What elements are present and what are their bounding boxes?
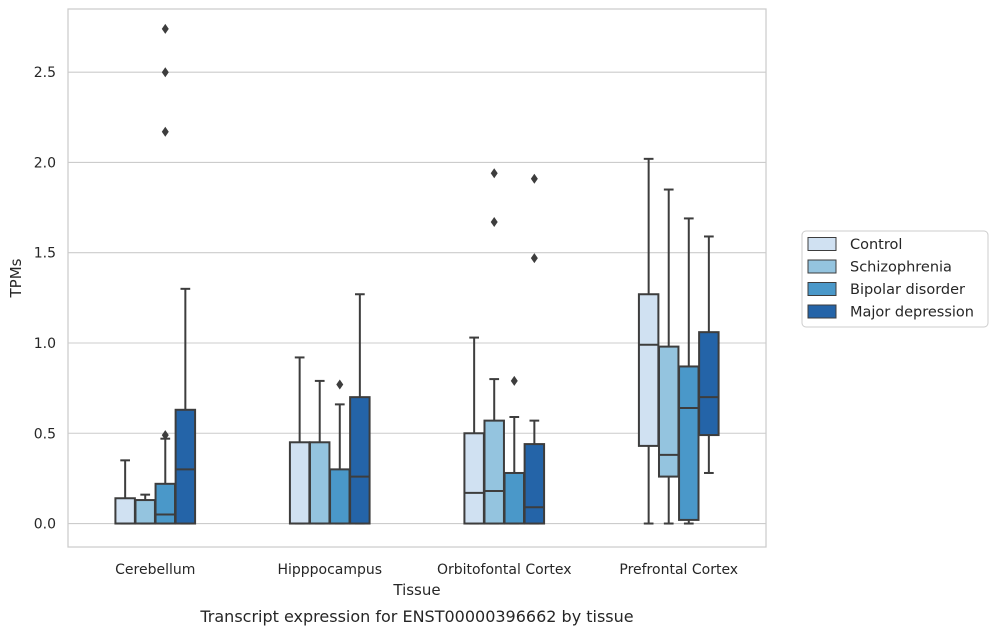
legend-label: Schizophrenia	[850, 260, 952, 276]
box-plot-groups	[114, 23, 720, 525]
box-plot	[503, 375, 526, 525]
box-plot	[114, 459, 136, 525]
box-plot	[678, 217, 700, 525]
box-plot	[329, 379, 351, 525]
box	[288, 441, 311, 525]
box-plot	[308, 379, 331, 525]
outlier-point	[161, 126, 169, 137]
box	[503, 471, 526, 525]
legend-frame	[801, 230, 989, 328]
outlier-point	[161, 430, 169, 441]
plot-area-frame	[67, 8, 767, 548]
box-plot	[657, 188, 680, 525]
box	[483, 419, 505, 525]
box-plot	[349, 293, 371, 525]
box-plot	[483, 168, 505, 525]
legend-label: Control	[850, 237, 902, 253]
legend-label: Bipolar disorder	[850, 282, 965, 298]
box	[463, 432, 485, 525]
figure-caption: Transcript expression for ENST0000039666…	[199, 607, 633, 626]
outlier-point	[530, 253, 538, 264]
box	[114, 497, 136, 525]
y-tick-label: 1.0	[34, 336, 56, 352]
box-plot	[463, 336, 485, 525]
outlier-point	[510, 375, 518, 386]
legend-label: Major depression	[850, 305, 974, 321]
y-tick-label: 1.5	[34, 246, 56, 262]
x-axis-label: Tissue	[392, 581, 440, 599]
legend-swatch	[807, 282, 837, 296]
outlier-point	[161, 23, 169, 34]
legend-swatch	[807, 237, 837, 251]
box	[523, 443, 546, 525]
x-tick-label: Hipppocampus	[277, 562, 382, 578]
box-plot	[523, 173, 546, 525]
y-tick-labels: 0.0 0.5 1.0 1.5 2.0 2.5	[34, 65, 56, 532]
box-plot	[637, 157, 660, 525]
y-tick-label: 0.0	[34, 517, 56, 533]
box	[329, 468, 351, 525]
x-tick-label: Orbitofontal Cortex	[437, 562, 572, 578]
y-tick-label: 0.5	[34, 426, 56, 442]
x-tick-label: Prefrontal Cortex	[619, 562, 738, 578]
box	[174, 408, 197, 525]
outlier-point	[490, 217, 498, 228]
box-plot	[154, 23, 177, 525]
outlier-point	[161, 67, 169, 78]
x-tick-labels: Cerebellum Hipppocampus Orbitofontal Corte…	[115, 562, 738, 578]
outlier-point	[336, 379, 344, 390]
box-plot	[134, 493, 156, 525]
box	[154, 482, 177, 525]
box	[678, 365, 700, 521]
box-plot	[288, 356, 311, 525]
y-tick-label: 2.5	[34, 65, 56, 81]
legend: Control Schizophrenia Bipolar disorder Majo…	[801, 230, 989, 328]
box-plot	[698, 235, 720, 474]
legend-swatch	[807, 304, 837, 319]
x-tick-label: Cerebellum	[115, 562, 195, 578]
box	[308, 441, 331, 525]
box	[637, 293, 660, 447]
y-tick-label: 2.0	[34, 155, 56, 171]
box	[657, 345, 680, 478]
outlier-point	[530, 173, 538, 184]
legend-swatch	[807, 259, 837, 274]
box-plot	[174, 287, 197, 525]
box	[698, 331, 720, 437]
box	[349, 396, 371, 525]
outlier-point	[490, 168, 498, 179]
y-axis-label: TPMs	[7, 258, 25, 298]
box	[134, 499, 156, 525]
